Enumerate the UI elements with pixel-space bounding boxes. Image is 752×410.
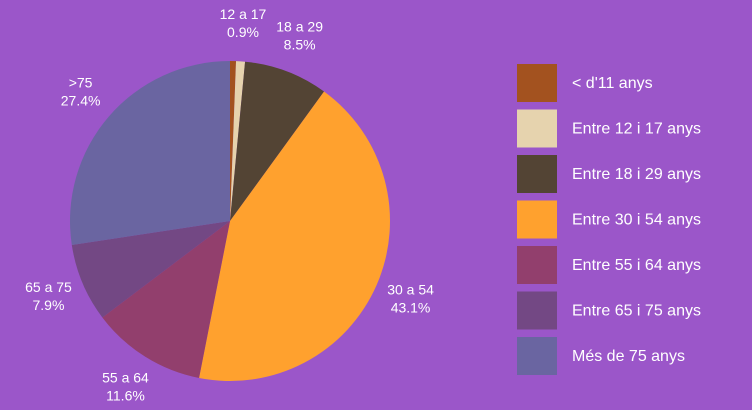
legend-swatch — [517, 109, 557, 148]
pie-slice — [69, 61, 230, 246]
slice-value: 11.6% — [106, 388, 145, 404]
pie-slice — [230, 61, 246, 222]
legend-label: Entre 65 i 75 anys — [572, 303, 701, 320]
slice-value: 8.5% — [284, 36, 316, 52]
slice-value: 27.4% — [61, 92, 101, 108]
slice-value: 0.9% — [227, 24, 259, 40]
legend-swatch — [517, 291, 557, 330]
legend-label: Entre 18 i 29 anys — [572, 166, 701, 183]
legend-label: Entre 12 i 17 anys — [572, 121, 701, 138]
legend-swatch — [517, 246, 557, 284]
slice-label: >75 — [69, 74, 93, 90]
slice-label: 65 a 75 — [25, 279, 72, 295]
slice-label: 12 a 17 — [220, 6, 267, 22]
slice-label: 55 a 64 — [102, 370, 149, 386]
slice-value: 43.1% — [391, 300, 431, 316]
pie-slice — [71, 221, 230, 318]
legend-label: Entre 30 i 54 anys — [572, 212, 701, 229]
slice-value: 7.9% — [33, 297, 65, 313]
legend-swatch — [517, 200, 557, 239]
pie-slice — [102, 221, 230, 378]
legend-label: < d'11 anys — [572, 75, 653, 92]
pie-slice — [230, 61, 325, 222]
slice-label: 18 a 29 — [276, 18, 323, 34]
pie-slice — [230, 61, 237, 221]
legend-swatch — [517, 64, 557, 102]
slice-label: 30 a 54 — [387, 282, 434, 298]
legend-swatch — [517, 155, 557, 193]
legend-swatch — [517, 337, 557, 375]
legend-label: Entre 55 i 64 anys — [572, 257, 701, 274]
legend-label: Més de 75 anys — [572, 348, 685, 365]
pie-slice — [199, 91, 391, 382]
